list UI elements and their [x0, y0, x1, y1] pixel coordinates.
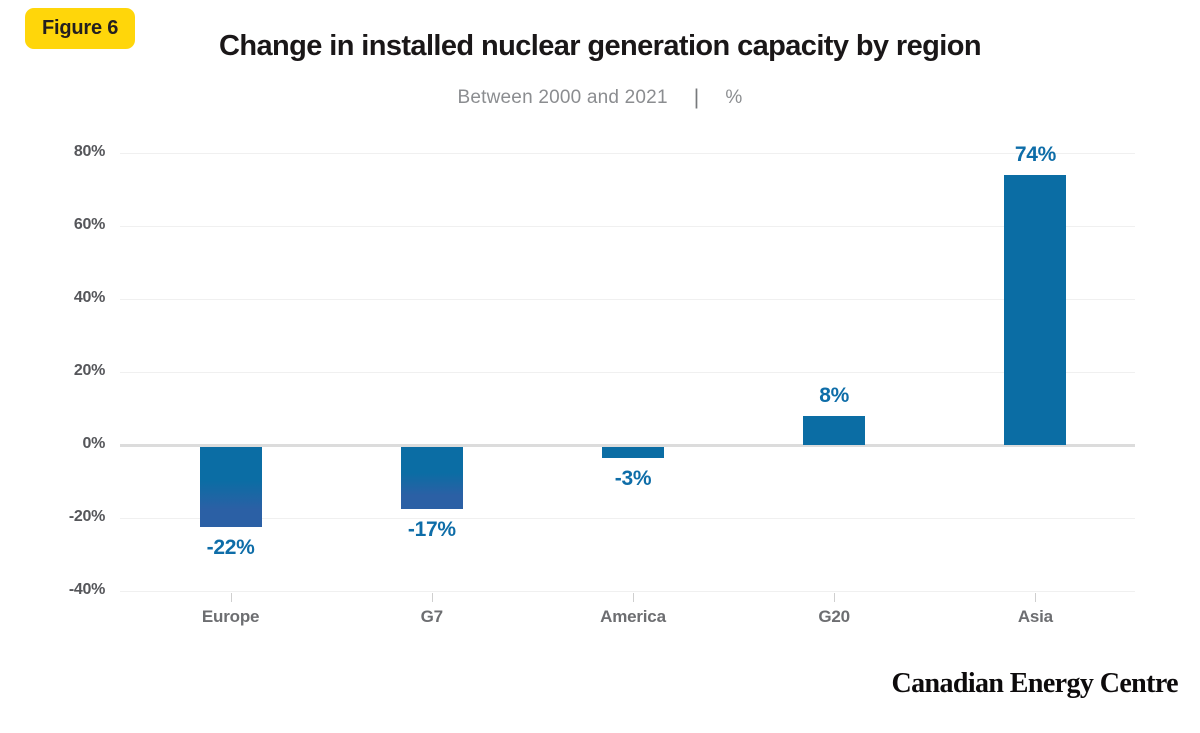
figure-badge: Figure 6: [25, 8, 136, 49]
y-axis-tick-label: 0%: [82, 435, 105, 452]
gridline: [120, 226, 1135, 227]
y-axis-tick-label: 20%: [73, 362, 105, 379]
y-axis-tick-label: -40%: [68, 581, 105, 598]
y-axis-tick-label: 60%: [73, 216, 105, 233]
x-axis-tick: [834, 593, 836, 602]
x-axis-category-label: G7: [420, 607, 443, 626]
y-axis-tick-label: 40%: [73, 289, 105, 306]
chart-subtitle: Between 2000 and 2021 | %: [0, 86, 1200, 110]
y-axis-tick-label: 80%: [73, 143, 105, 160]
x-axis-tick: [1035, 593, 1037, 602]
x-axis-category-label: America: [600, 607, 666, 626]
zero-gridline: [120, 444, 1135, 447]
bar-g7: [400, 447, 463, 510]
bar-america: [602, 447, 664, 458]
x-axis-tick: [230, 593, 232, 602]
subtitle-unit: %: [725, 87, 743, 108]
subtitle-separator-bar: |: [693, 86, 700, 109]
bar-value-label: 8%: [819, 383, 850, 407]
gridline: [120, 299, 1135, 300]
bar-value-label: 74%: [1014, 142, 1056, 166]
gridline: [120, 518, 1135, 519]
bar-europe: [199, 447, 262, 528]
brand-logo: Canadian Energy Centre: [891, 668, 1178, 699]
x-axis-category-label: G20: [818, 607, 850, 626]
x-axis-category-label: Europe: [201, 607, 260, 626]
gridline: [120, 591, 1135, 592]
bar-value-label: -3%: [614, 466, 652, 490]
bar-value-label: -22%: [206, 536, 255, 560]
y-axis-tick-label: -20%: [68, 508, 105, 525]
gridline: [120, 372, 1135, 373]
x-axis-category-label: Asia: [1017, 607, 1053, 626]
gridline: [120, 153, 1135, 154]
bar-asia: [1004, 174, 1067, 445]
x-axis-tick: [633, 593, 634, 602]
chart-title: Change in installed nuclear generation c…: [219, 30, 981, 62]
x-axis-tick: [431, 593, 433, 602]
bar-value-label: -17%: [407, 518, 456, 542]
subtitle-period: Between 2000 and 2021: [457, 87, 668, 108]
bar-g20: [803, 415, 866, 445]
